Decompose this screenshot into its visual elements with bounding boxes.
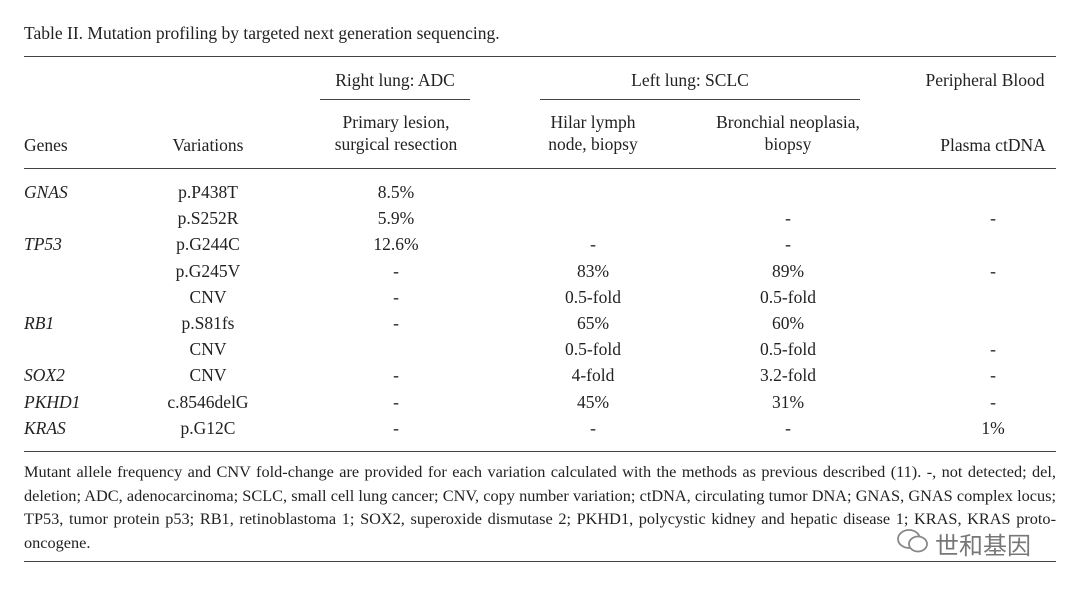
table-cell: 65%: [576, 313, 610, 333]
watermark-icon: [897, 529, 928, 553]
table-cell: 12.6%: [373, 234, 419, 255]
group-header: Right lung: ADC: [335, 70, 455, 90]
table-cell: CNV: [189, 286, 227, 307]
group-rule: [540, 99, 860, 100]
watermark: 世和基因: [935, 532, 1031, 560]
table-cell: -: [393, 391, 399, 412]
footnote: Mutant allele frequency and CNV fold-cha…: [24, 462, 1056, 552]
table-cell: 0.5-fold: [565, 286, 621, 307]
group-header: Peripheral Blood: [925, 70, 1045, 90]
table-cell: 1%: [981, 417, 1005, 438]
table-cell: CNV: [189, 339, 227, 360]
table-cell: -: [590, 234, 596, 255]
table-cell: p.S252R: [177, 208, 239, 229]
table-cell: 5.9%: [377, 208, 415, 229]
table-cell: -: [590, 417, 596, 438]
end-rule: [24, 561, 1056, 562]
table-cell: -: [990, 365, 996, 386]
group-rule: [320, 99, 470, 100]
gene-cell: PKHD1: [24, 391, 81, 412]
gene-cell: SOX2: [24, 365, 65, 386]
column-header: Variations: [172, 135, 244, 155]
table-cell: -: [393, 313, 399, 333]
table-cell: -: [990, 260, 996, 281]
table-cell: p.G245V: [175, 260, 241, 281]
table-cell: 8.5%: [377, 182, 415, 202]
table-cell: 60%: [771, 313, 805, 333]
table-cell: -: [785, 208, 791, 229]
table-cell: -: [990, 208, 996, 229]
table-cell: 0.5-fold: [760, 339, 816, 360]
header-rule: [24, 168, 1056, 169]
table-cell: -: [785, 234, 791, 255]
table-cell: 3.2-fold: [760, 365, 816, 386]
column-header: Genes: [24, 135, 68, 155]
table-cell: -: [393, 417, 399, 438]
group-header: Left lung: SCLC: [631, 70, 749, 90]
table-cell: c.8546delG: [167, 391, 249, 412]
column-header: Bronchial neoplasia, biopsy: [716, 112, 860, 154]
table-cell: -: [393, 286, 399, 307]
table-cell: -: [990, 391, 996, 412]
column-header: Hilar lymph node, biopsy: [548, 112, 638, 154]
column-header: Primary lesion, surgical resection: [334, 112, 458, 154]
table-cell: 0.5-fold: [760, 286, 816, 307]
table-cell: -: [785, 417, 791, 438]
gene-cell: RB1: [24, 313, 55, 333]
table-title: Table II. Mutation profiling by targeted…: [24, 23, 500, 43]
table-cell: 31%: [771, 391, 805, 412]
table-cell: -: [393, 365, 399, 386]
bottom-rule: [24, 451, 1056, 452]
table-cell: 4-fold: [571, 365, 615, 386]
gene-cell: KRAS: [24, 417, 66, 438]
column-header: Plasma ctDNA: [940, 135, 1046, 155]
gene-cell: GNAS: [24, 182, 68, 202]
table-cell: p.S81fs: [181, 313, 235, 333]
table-cell: -: [990, 339, 996, 360]
table-cell: 45%: [576, 391, 610, 412]
table-cell: -: [393, 260, 399, 281]
table-cell: 83%: [576, 260, 610, 281]
table-cell: CNV: [189, 365, 227, 386]
table-cell: p.G12C: [180, 417, 236, 438]
table-cell: 89%: [771, 260, 805, 281]
table-cell: 0.5-fold: [565, 339, 621, 360]
top-rule: [24, 56, 1056, 57]
table-cell: p.G244C: [176, 234, 240, 255]
table-cell: p.P438T: [178, 182, 238, 202]
gene-cell: TP53: [24, 234, 62, 255]
